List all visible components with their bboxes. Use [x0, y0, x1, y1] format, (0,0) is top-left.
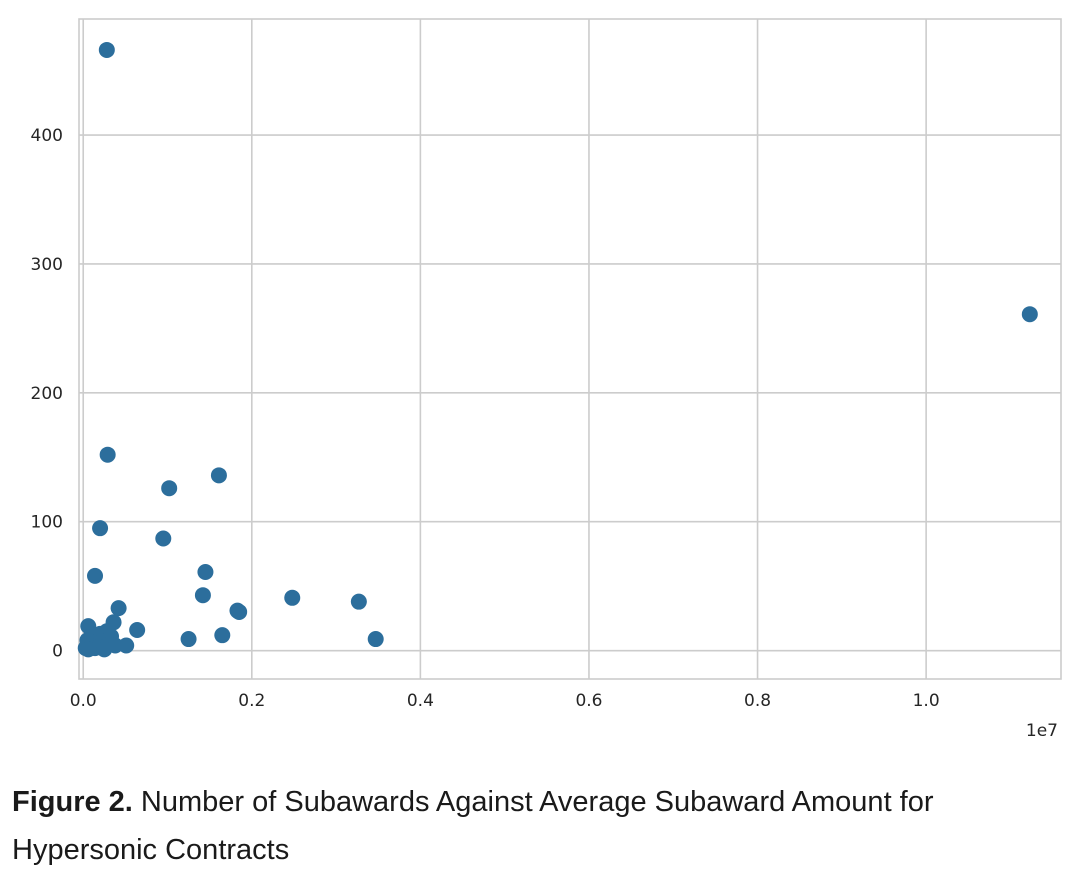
x-tick-label: 0.0	[70, 691, 97, 711]
data-point	[231, 603, 248, 620]
data-point	[118, 637, 135, 654]
figure-caption: Figure 2. Number of Subawards Against Av…	[12, 778, 1072, 874]
data-point	[129, 622, 146, 639]
data-point	[80, 641, 97, 658]
plot-area	[78, 18, 1062, 680]
y-tick-label: 300	[31, 255, 63, 275]
figure-caption-label: Figure 2.	[12, 786, 133, 818]
scatter-chart: 0.0 0.2 0.4 0.6 0.8 1.0 0 100 200 300 400 1e7	[31, 18, 1062, 741]
data-point	[210, 467, 227, 484]
data-point	[367, 631, 384, 648]
data-point	[155, 530, 172, 547]
y-tick-label: 200	[31, 384, 63, 404]
data-point	[87, 567, 104, 584]
data-point	[110, 600, 127, 617]
data-point	[98, 41, 115, 58]
figure-caption-text: Number of Subawards Against Average Suba…	[12, 786, 934, 866]
x-tick-label: 0.8	[744, 691, 771, 711]
y-tick-label: 400	[31, 126, 63, 146]
x-tick-label: 0.2	[238, 691, 265, 711]
data-point	[284, 589, 301, 606]
x-tick-label: 0.4	[407, 691, 434, 711]
data-point	[99, 446, 116, 463]
y-tick-label: 100	[31, 513, 63, 533]
data-point	[350, 593, 367, 610]
data-point	[197, 564, 214, 581]
data-point	[161, 480, 178, 497]
data-point	[194, 587, 211, 604]
y-tick-label: 0	[52, 642, 63, 662]
data-points	[77, 41, 1038, 658]
data-point	[180, 631, 197, 648]
data-point	[92, 520, 109, 537]
data-point	[214, 627, 231, 644]
data-point	[96, 641, 113, 658]
tick-labels: 0.0 0.2 0.4 0.6 0.8 1.0 0 100 200 300 400	[31, 126, 940, 711]
x-tick-label: 0.6	[575, 691, 602, 711]
x-tick-label: 1.0	[913, 691, 940, 711]
grid-lines	[79, 19, 1061, 679]
data-point	[1021, 306, 1038, 323]
x-axis-offset-label: 1e7	[1026, 721, 1058, 741]
